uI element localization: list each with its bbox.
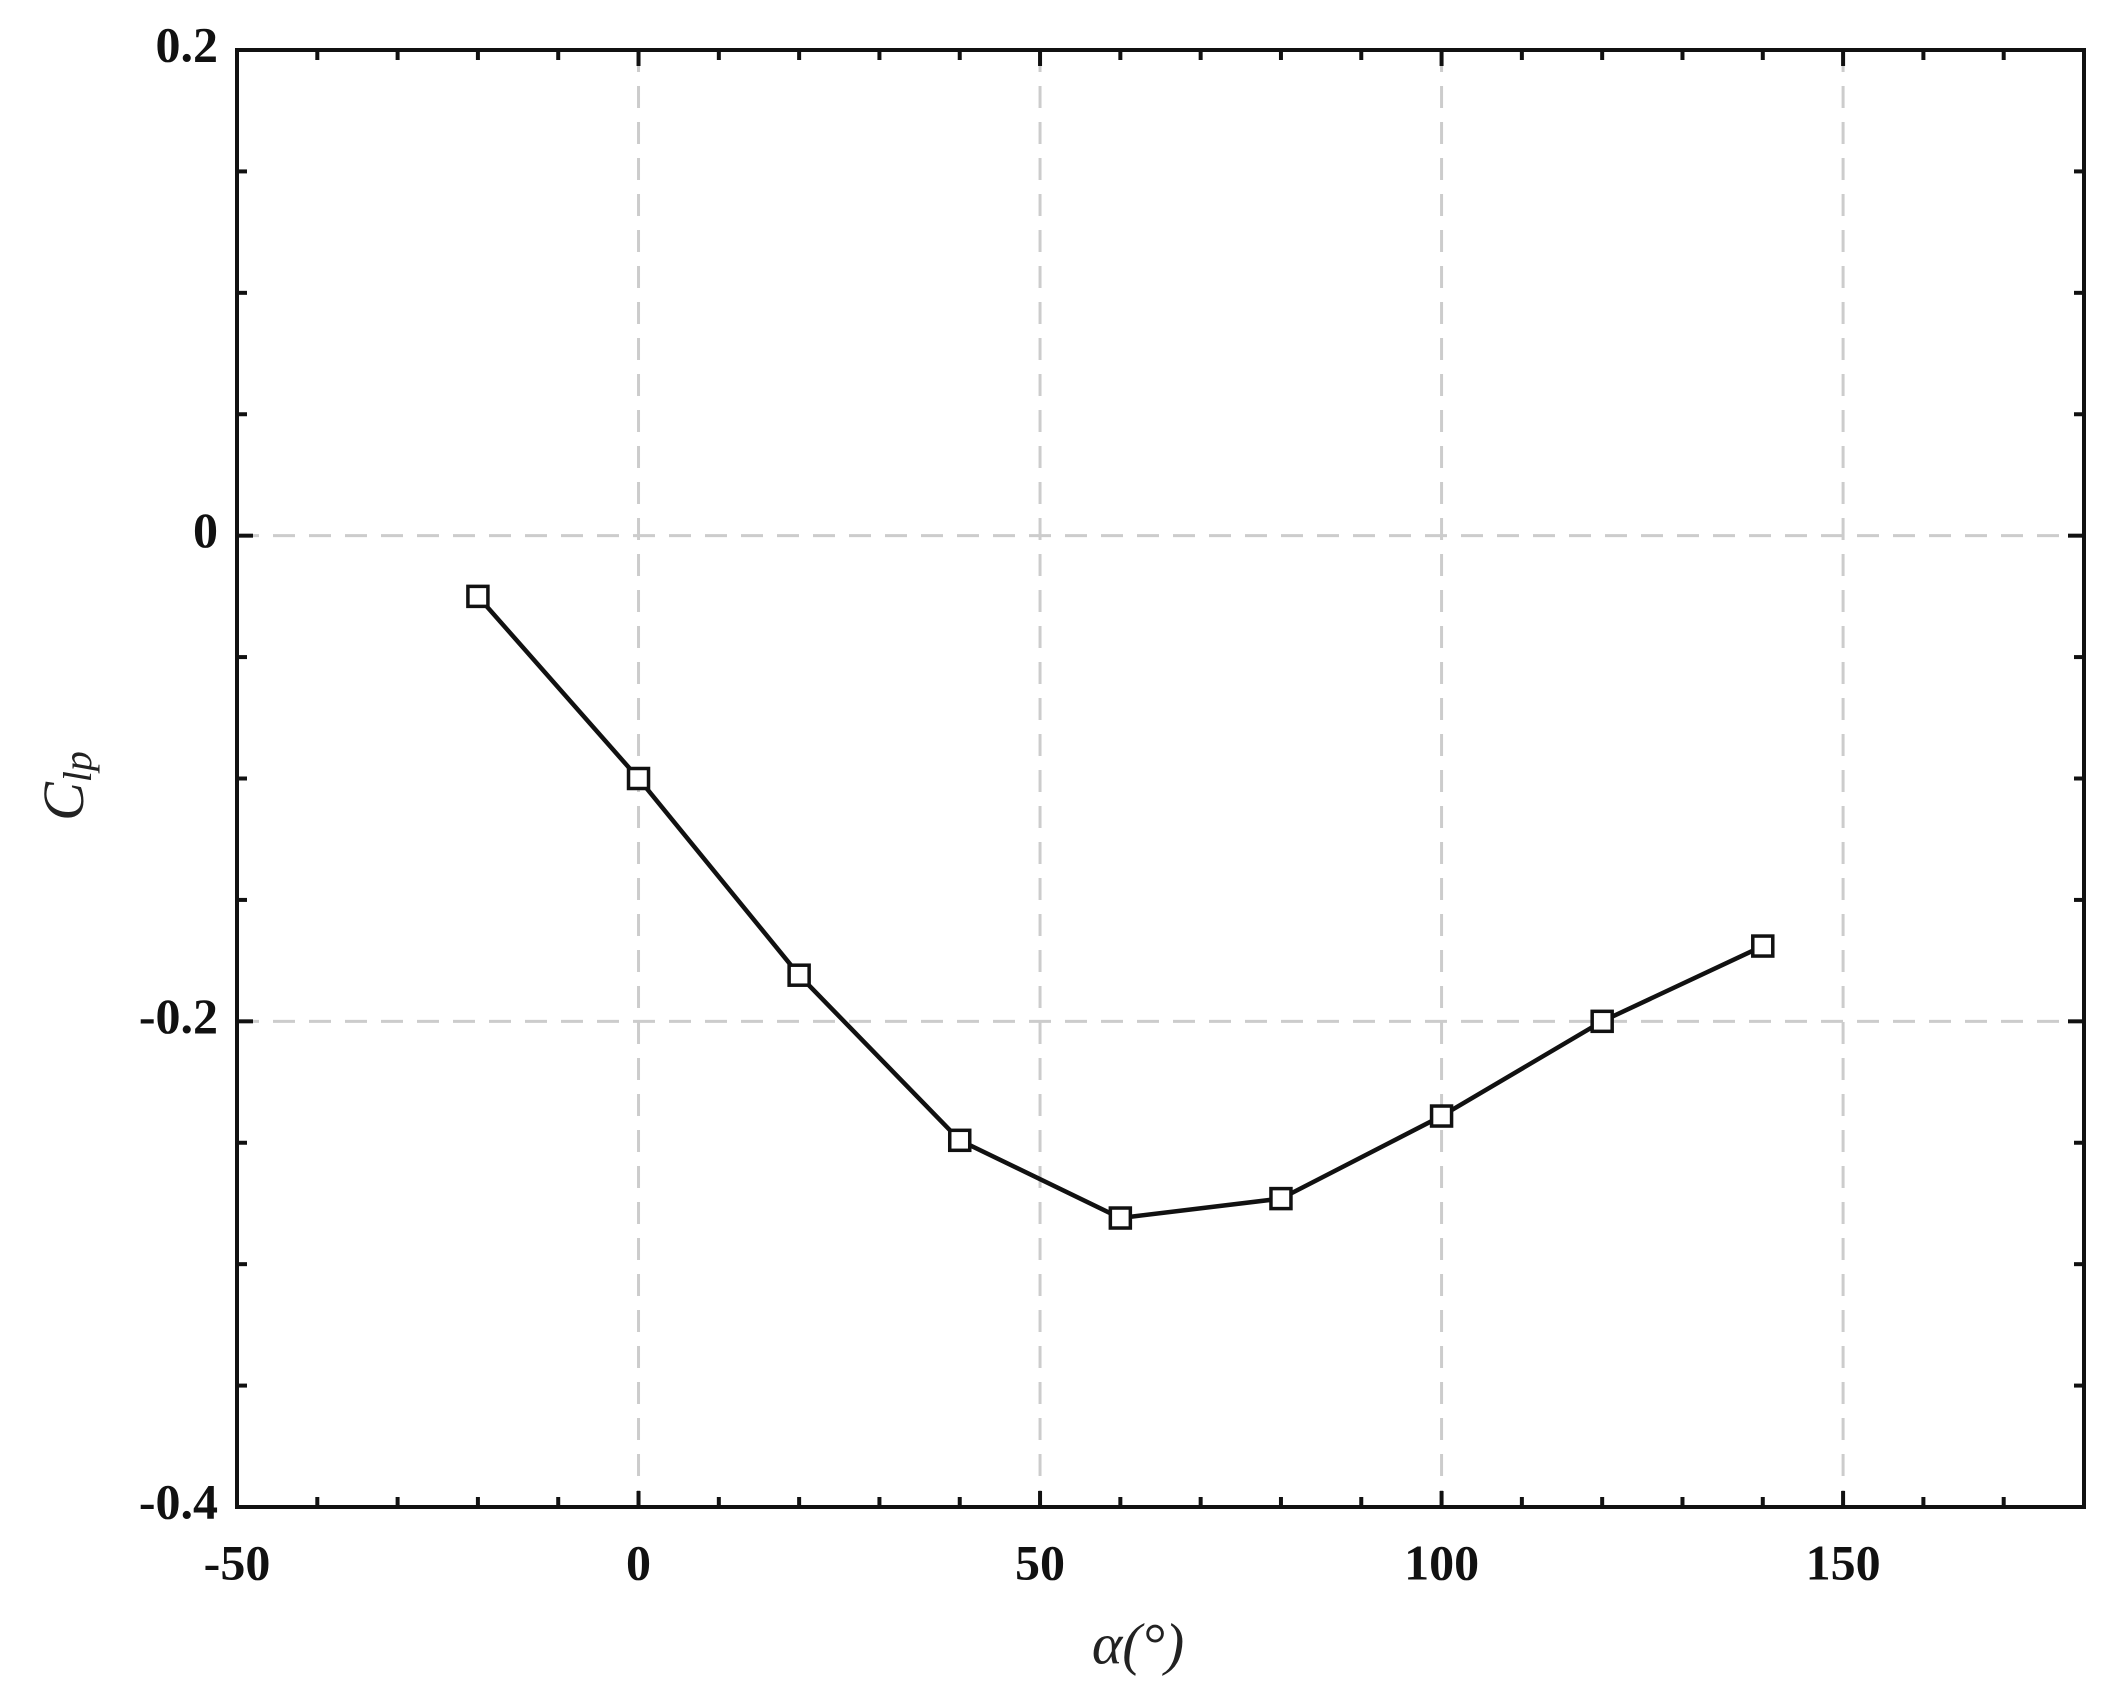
grid [237, 50, 2084, 1507]
x-axis-label: α(°) [1092, 1611, 1184, 1676]
y-tick-label: -0.4 [139, 1473, 218, 1529]
y-tick-label: 0 [193, 502, 218, 558]
marker [1751, 934, 1775, 958]
y-label-base: C [31, 781, 96, 821]
marker [1269, 1186, 1293, 1211]
y-label-sub: lp [55, 751, 100, 782]
x-tick-label: -50 [204, 1534, 271, 1590]
marker [787, 963, 811, 987]
marker [626, 766, 651, 791]
marker [1429, 1104, 1454, 1128]
marker [947, 1128, 972, 1153]
x-tick-label: 150 [1806, 1534, 1881, 1590]
marker [466, 584, 490, 609]
marker [1590, 1009, 1614, 1034]
plot-frame [235, 48, 2086, 1509]
marker [1108, 1206, 1133, 1230]
x-tick-label: 100 [1404, 1534, 1479, 1590]
y-tick-label: -0.2 [139, 988, 218, 1044]
y-tick-label: 0.2 [156, 16, 219, 72]
data-marks [466, 584, 1775, 1230]
series-line [476, 594, 1764, 1221]
y-axis-label: Clp [31, 751, 100, 821]
x-tick-label: 50 [1015, 1534, 1065, 1590]
ticks: -50 0 50 100 150 -0.4 -0.2 0 0.2 [139, 16, 2084, 1590]
x-tick-label: 0 [626, 1534, 651, 1590]
